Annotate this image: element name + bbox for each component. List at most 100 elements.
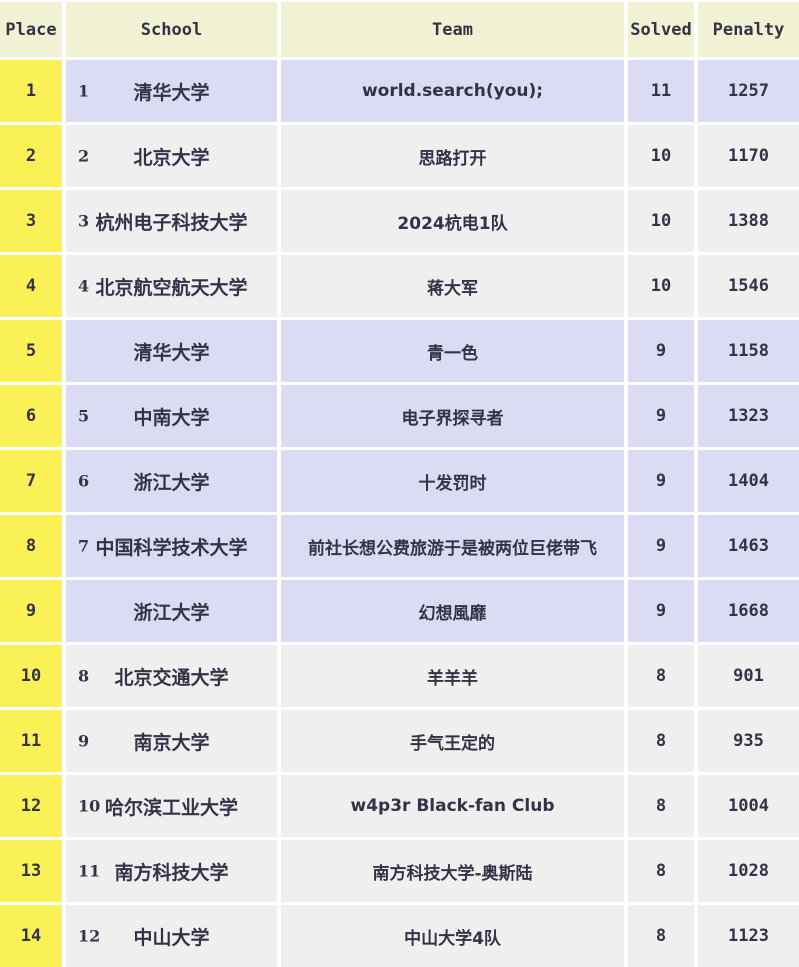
school-rank: 9: [78, 731, 90, 751]
place-cell: 4: [0, 255, 62, 317]
team-name: 电子界探寻者: [281, 385, 624, 447]
place-cell: 5: [0, 320, 62, 382]
header-team: Team: [281, 2, 624, 57]
solved-count: 10: [628, 125, 694, 187]
school-cell: 2 北京大学: [66, 125, 277, 187]
school-cell: 7 中国科学技术大学: [66, 515, 277, 577]
penalty-value: 1388: [698, 190, 799, 252]
penalty-value: 1158: [698, 320, 799, 382]
school-cell: 11 南方科技大学: [66, 840, 277, 902]
solved-count: 10: [628, 190, 694, 252]
table-row: 11 9 南京大学 手气王定的 8 935: [0, 710, 799, 772]
team-name: 前社长想公费旅游于是被两位巨佬带飞: [281, 515, 624, 577]
school-name: 中南大学: [133, 406, 210, 429]
school-rank: 11: [78, 861, 101, 881]
penalty-value: 901: [698, 645, 799, 707]
school-name: 南京大学: [133, 731, 210, 754]
penalty-value: 1028: [698, 840, 799, 902]
school-cell: 8 北京交通大学: [66, 645, 277, 707]
team-name: 青一色: [281, 320, 624, 382]
school-cell: 4 北京航空航天大学: [66, 255, 277, 317]
place-cell: 13: [0, 840, 62, 902]
school-rank: 4: [78, 276, 90, 296]
school-name: 南方科技大学: [114, 861, 229, 884]
penalty-value: 1004: [698, 775, 799, 837]
penalty-value: 1463: [698, 515, 799, 577]
penalty-value: 1170: [698, 125, 799, 187]
penalty-value: 1257: [698, 60, 799, 122]
solved-count: 10: [628, 255, 694, 317]
solved-count: 8: [628, 905, 694, 967]
school-rank: 5: [78, 406, 90, 426]
school-name: 浙江大学: [133, 471, 210, 494]
place-cell: 7: [0, 450, 62, 512]
school-rank: 3: [78, 211, 90, 231]
header-school: School: [66, 2, 277, 57]
team-name: w4p3r Black-fan Club: [281, 775, 624, 837]
penalty-value: 1668: [698, 580, 799, 642]
table-row: 3 3 杭州电子科技大学 2024杭电1队 10 1388: [0, 190, 799, 252]
header-penalty: Penalty: [698, 2, 799, 57]
place-cell: 2: [0, 125, 62, 187]
school-cell: 9 南京大学: [66, 710, 277, 772]
team-name: 幻想風靡: [281, 580, 624, 642]
place-cell: 1: [0, 60, 62, 122]
team-name: world.search(you);: [281, 60, 624, 122]
place-cell: 3: [0, 190, 62, 252]
team-name: 羊羊羊: [281, 645, 624, 707]
school-name: 北京航空航天大学: [95, 276, 248, 299]
solved-count: 9: [628, 515, 694, 577]
school-name: 清华大学: [133, 341, 210, 364]
school-cell: 1 清华大学: [66, 60, 277, 122]
school-name: 北京交通大学: [114, 666, 229, 689]
team-name: 手气王定的: [281, 710, 624, 772]
school-cell: 12 中山大学: [66, 905, 277, 967]
school-rank: 12: [78, 926, 101, 946]
table-row: 1 1 清华大学 world.search(you); 11 1257: [0, 60, 799, 122]
penalty-value: 935: [698, 710, 799, 772]
place-cell: 6: [0, 385, 62, 447]
school-cell: 清华大学: [66, 320, 277, 382]
solved-count: 8: [628, 840, 694, 902]
place-cell: 14: [0, 905, 62, 967]
penalty-value: 1546: [698, 255, 799, 317]
table-row: 12 10 哈尔滨工业大学 w4p3r Black-fan Club 8 100…: [0, 775, 799, 837]
solved-count: 8: [628, 710, 694, 772]
solved-count: 8: [628, 645, 694, 707]
table-row: 6 5 中南大学 电子界探寻者 9 1323: [0, 385, 799, 447]
team-name: 中山大学4队: [281, 905, 624, 967]
school-cell: 浙江大学: [66, 580, 277, 642]
school-rank: 1: [78, 81, 90, 101]
table-row: 4 4 北京航空航天大学 蒋大军 10 1546: [0, 255, 799, 317]
team-name: 十发罚时: [281, 450, 624, 512]
school-name: 杭州电子科技大学: [95, 211, 248, 234]
school-cell: 6 浙江大学: [66, 450, 277, 512]
school-cell: 3 杭州电子科技大学: [66, 190, 277, 252]
school-name: 中国科学技术大学: [95, 536, 248, 559]
penalty-value: 1123: [698, 905, 799, 967]
solved-count: 9: [628, 450, 694, 512]
team-name: 思路打开: [281, 125, 624, 187]
school-name: 哈尔滨工业大学: [104, 796, 238, 819]
table-row: 10 8 北京交通大学 羊羊羊 8 901: [0, 645, 799, 707]
penalty-value: 1404: [698, 450, 799, 512]
school-rank: 8: [78, 666, 90, 686]
penalty-value: 1323: [698, 385, 799, 447]
table-row: 7 6 浙江大学 十发罚时 9 1404: [0, 450, 799, 512]
school-name: 清华大学: [133, 81, 210, 104]
team-name: 南方科技大学-奥斯陆: [281, 840, 624, 902]
school-rank: 7: [78, 536, 90, 556]
table-row: 14 12 中山大学 中山大学4队 8 1123: [0, 905, 799, 967]
place-cell: 10: [0, 645, 62, 707]
team-name: 2024杭电1队: [281, 190, 624, 252]
school-rank: 2: [78, 146, 90, 166]
table-row: 9 浙江大学 幻想風靡 9 1668: [0, 580, 799, 642]
table-row: 2 2 北京大学 思路打开 10 1170: [0, 125, 799, 187]
table-header-row: Place School Team Solved Penalty: [0, 2, 799, 57]
place-cell: 12: [0, 775, 62, 837]
place-cell: 11: [0, 710, 62, 772]
table-row: 13 11 南方科技大学 南方科技大学-奥斯陆 8 1028: [0, 840, 799, 902]
school-cell: 5 中南大学: [66, 385, 277, 447]
school-name: 浙江大学: [133, 601, 210, 624]
